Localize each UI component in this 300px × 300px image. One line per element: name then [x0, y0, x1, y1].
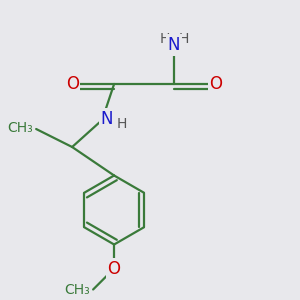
Text: N: N — [168, 36, 180, 54]
Text: O: O — [66, 75, 79, 93]
Text: H: H — [116, 118, 127, 131]
Text: CH₃: CH₃ — [64, 283, 90, 296]
Text: H: H — [178, 32, 189, 46]
Text: O: O — [209, 75, 223, 93]
Text: N: N — [100, 110, 113, 128]
Text: O: O — [108, 260, 121, 278]
Text: H: H — [159, 32, 170, 46]
Text: CH₃: CH₃ — [8, 121, 33, 134]
